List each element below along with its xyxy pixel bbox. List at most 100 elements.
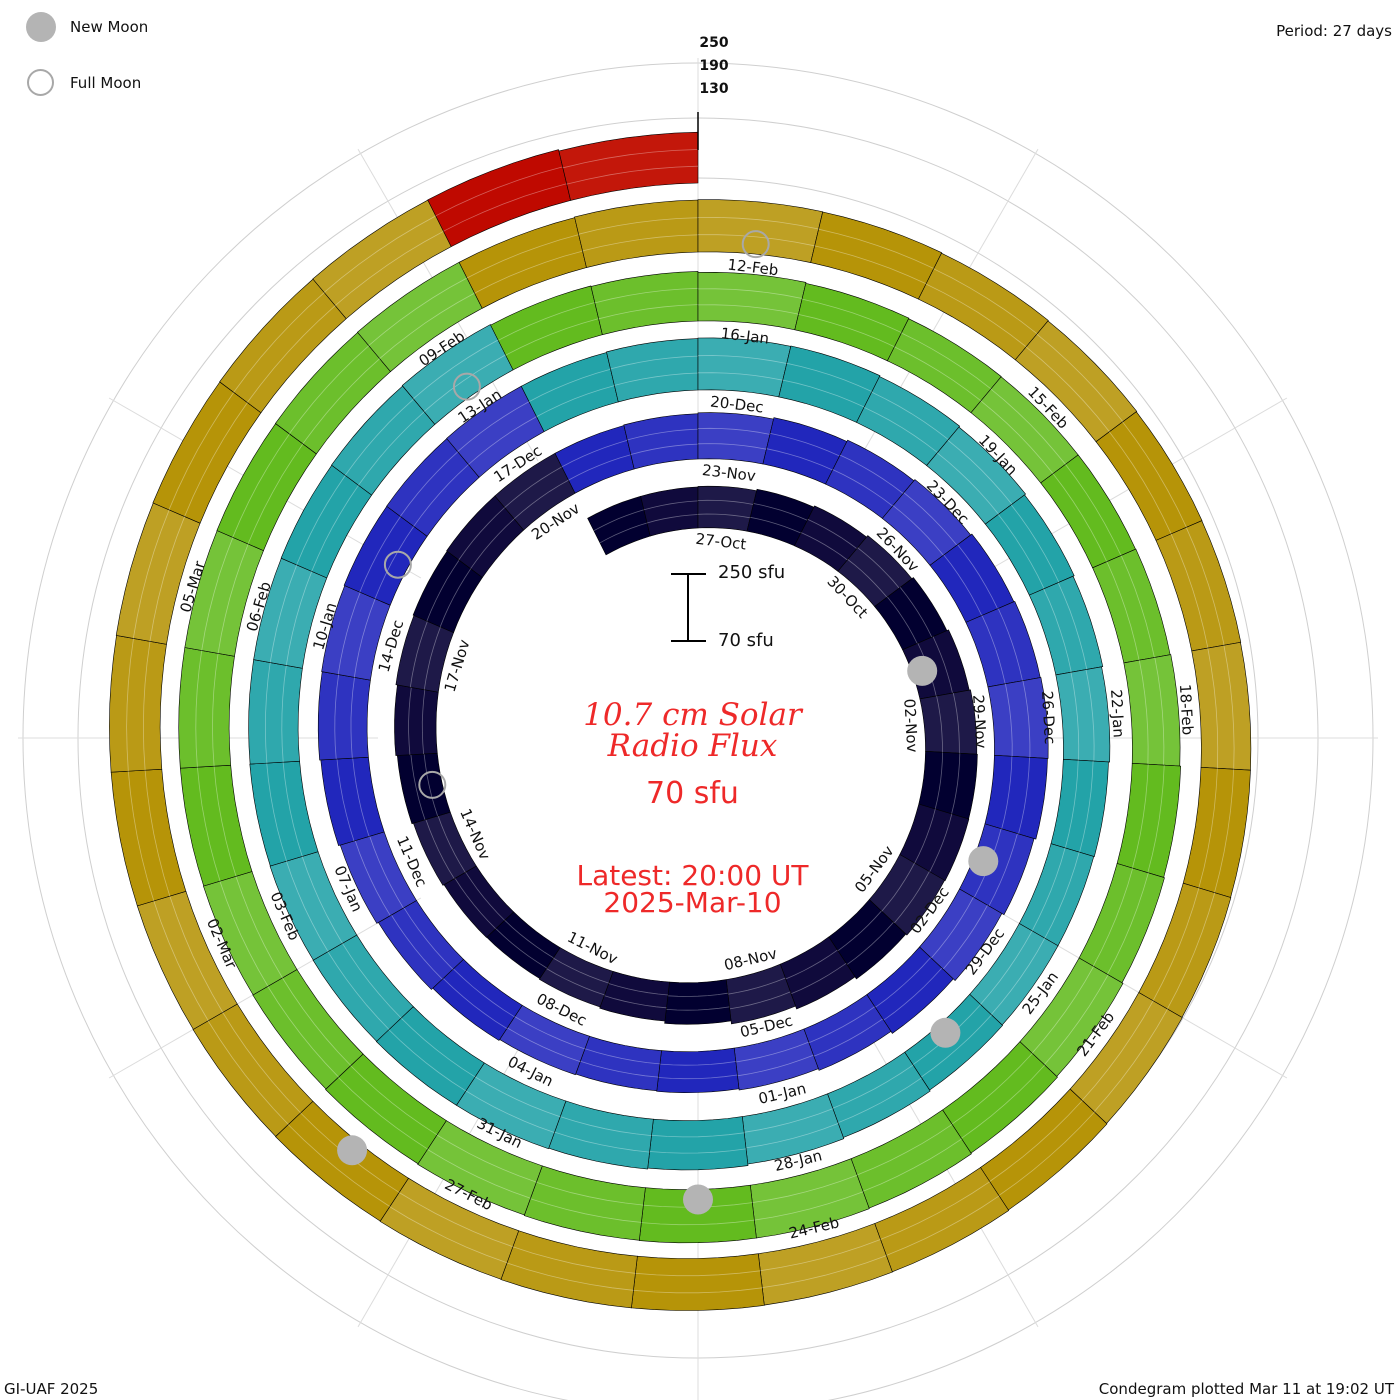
flux-gridline-2024-12-18-0-1 — [528, 368, 611, 402]
flux-gridline-2024-11-21-2-1 — [697, 427, 771, 435]
flux-gridline-2024-12-18-14-1 — [745, 1123, 839, 1149]
flux-segment-2024-11-21-day-2 — [623, 413, 699, 470]
flux-gridline-2025-02-10-4-0 — [925, 283, 1027, 348]
flux-gridline-2025-01-14-4-0 — [894, 346, 982, 402]
flux-gridline-2024-12-18-7-1 — [1057, 582, 1088, 670]
new-moon-marker-2 — [930, 1017, 961, 1048]
flux-gridline-2024-12-18-0-0 — [536, 385, 615, 417]
flux-gridline-2024-10-25-15-1 — [666, 1006, 730, 1011]
flux-gridline-2024-12-18-22-1 — [264, 662, 271, 764]
flux-gridline-2024-10-25-12-1 — [846, 922, 894, 965]
period-label: Period: 27 days — [1276, 22, 1392, 40]
flux-gridline-2024-12-18-24-1 — [296, 475, 346, 566]
flux-segment-2025-01-14-day-2 — [590, 271, 699, 336]
date-label-12-Feb: 12-Feb — [727, 255, 780, 279]
flux-gridline-2025-01-14-8-0 — [1138, 660, 1149, 765]
flux-gridline-2024-12-18-25-1 — [344, 398, 414, 476]
flux-gridline-2025-02-10-20-0 — [169, 895, 224, 1013]
flux-gridline-2025-01-14-21-0 — [213, 766, 237, 877]
flux-gridline-2024-10-25-9-0 — [934, 752, 943, 810]
flux-segment-2024-12-18-day-19 — [375, 1006, 485, 1106]
flux-gridline-2024-10-25-20-1 — [425, 819, 455, 879]
flux-gridline-2024-10-25-8-0 — [936, 695, 943, 753]
chart-title-line2: Radio Flux — [607, 728, 778, 764]
flux-gridline-2025-02-10-8-1 — [1223, 645, 1235, 770]
flux-gridline-2024-10-25-1-1 — [643, 500, 699, 511]
flux-gridline-2024-11-21-4-1 — [839, 454, 904, 494]
flux-gridline-2025-02-10-15-0 — [635, 1270, 761, 1277]
flux-gridline-2024-12-18-22-0 — [281, 665, 287, 763]
flux-gridline-2024-11-21-21-0 — [352, 758, 370, 837]
flux-gridline-2024-10-25-26-0 — [513, 479, 569, 520]
flux-gridline-2025-01-14-2-1 — [697, 288, 803, 299]
flux-segment-2025-02-10-day-2 — [574, 199, 699, 268]
latest-time: Latest: 20:00 UT — [576, 859, 809, 892]
flux-gridline-2025-02-10-6-1 — [1122, 421, 1187, 528]
flux-gridline-2025-02-10-14-1 — [762, 1255, 887, 1288]
radial-scale-label-130: 130 — [699, 81, 729, 97]
flux-gridline-2025-01-14-19-1 — [267, 986, 339, 1078]
flux-gridline-2024-10-25-11-0 — [881, 862, 915, 912]
flux-gridline-2024-11-21-8-0 — [1005, 683, 1013, 757]
flux-gridline-2024-10-25-6-0 — [887, 596, 918, 644]
full-moon-icon — [27, 69, 54, 96]
flux-gridline-2024-11-21-1-0 — [630, 443, 699, 455]
flux-gridline-2024-11-21-23-0 — [353, 598, 376, 678]
flux-gridline-2024-11-21-24-1 — [359, 516, 401, 593]
flux-gridline-2024-11-21-18-1 — [442, 978, 508, 1029]
flux-gridline-2024-12-18-11-1 — [990, 938, 1046, 1015]
flux-segment-2025-02-10-day-8 — [1155, 520, 1242, 652]
flux-bands — [109, 131, 1252, 1311]
flux-segment-2024-12-18-day-2 — [606, 338, 699, 403]
flux-gridline-2024-12-18-20-1 — [286, 861, 329, 952]
flux-segment-2024-12-18-day-6 — [926, 426, 1027, 525]
flux-gridline-2024-11-21-12-0 — [874, 957, 931, 1008]
flux-gridline-2024-10-25-1-0 — [646, 514, 699, 524]
flux-gridline-2024-12-18-15-0 — [651, 1132, 745, 1138]
scale-bar-bottom-label: 70 sfu — [718, 630, 774, 651]
flux-gridline-2025-01-14-11-0 — [1031, 966, 1094, 1054]
flux-gridline-2024-11-21-3-0 — [766, 448, 833, 471]
flux-gridline-2025-01-14-1-1 — [594, 287, 699, 304]
flux-gridline-2024-10-25-4-0 — [801, 532, 848, 561]
flux-segment-2025-01-14-day-8 — [1092, 548, 1171, 664]
flux-gridline-2025-01-14-12-0 — [951, 1053, 1033, 1125]
flux-gridline-2025-01-14-17-0 — [436, 1134, 537, 1183]
flux-gridline-2025-02-10-23-0 — [149, 516, 185, 642]
flux-gridline-2025-01-14-5-0 — [980, 400, 1054, 474]
flux-gridline-2024-11-21-9-0 — [1001, 756, 1013, 829]
flux-gridline-2024-11-21-9-1 — [1018, 757, 1030, 835]
flux-gridline-2024-10-25-21-1 — [410, 754, 426, 820]
flux-segment-2025-01-14-day-19 — [325, 1053, 447, 1165]
flux-segment-2024-11-21-day-14 — [803, 994, 892, 1071]
date-label-16-Jan: 16-Jan — [720, 324, 770, 348]
flux-gridline-2025-01-14-25-1 — [288, 345, 370, 435]
flux-segment-2024-12-18-day-9 — [1055, 666, 1111, 763]
flux-gridline-2024-11-21-15-1 — [658, 1074, 738, 1080]
flux-gridline-2025-02-10-9-0 — [1198, 768, 1218, 889]
legend-new-moon-label: New Moon — [70, 18, 149, 36]
flux-gridline-2024-11-21-23-1 — [337, 592, 361, 675]
flux-gridline-2024-12-18-19-1 — [327, 951, 390, 1030]
flux-gridline-2025-02-10-0-1 — [466, 234, 579, 279]
flux-gridline-2024-10-25-19-0 — [465, 871, 505, 921]
flux-gridline-2024-12-18-15-1 — [649, 1148, 747, 1154]
radial-scale-label-190: 190 — [699, 58, 729, 74]
flux-gridline-2025-02-10-11-0 — [1081, 1000, 1154, 1101]
date-label-18-Feb: 18-Feb — [1176, 684, 1197, 736]
scale-bar — [671, 573, 706, 642]
flux-gridline-2024-10-25-24-0 — [439, 568, 472, 627]
flux-gridline-2025-02-10-12-1 — [998, 1111, 1095, 1196]
flux-segment-2025-02-10-day-4 — [810, 211, 943, 300]
flux-gridline-2024-11-21-1-1 — [627, 428, 699, 441]
legend-full-moon: Full Moon — [27, 69, 141, 96]
moon-markers — [337, 230, 999, 1215]
flux-gridline-2024-10-25-0-0 — [599, 522, 648, 544]
flux-gridline-2024-12-18-18-0 — [400, 1017, 476, 1078]
flux-gridline-2024-11-21-13-1 — [813, 1018, 883, 1057]
flux-gridline-2025-01-14-11-1 — [1043, 974, 1109, 1065]
flux-gridline-2024-12-18-21-0 — [282, 762, 303, 857]
flux-gridline-2024-12-18-1-0 — [614, 372, 699, 386]
flux-segment-2025-02-10-day-15 — [757, 1223, 893, 1306]
new-moon-marker-4 — [337, 1135, 368, 1166]
